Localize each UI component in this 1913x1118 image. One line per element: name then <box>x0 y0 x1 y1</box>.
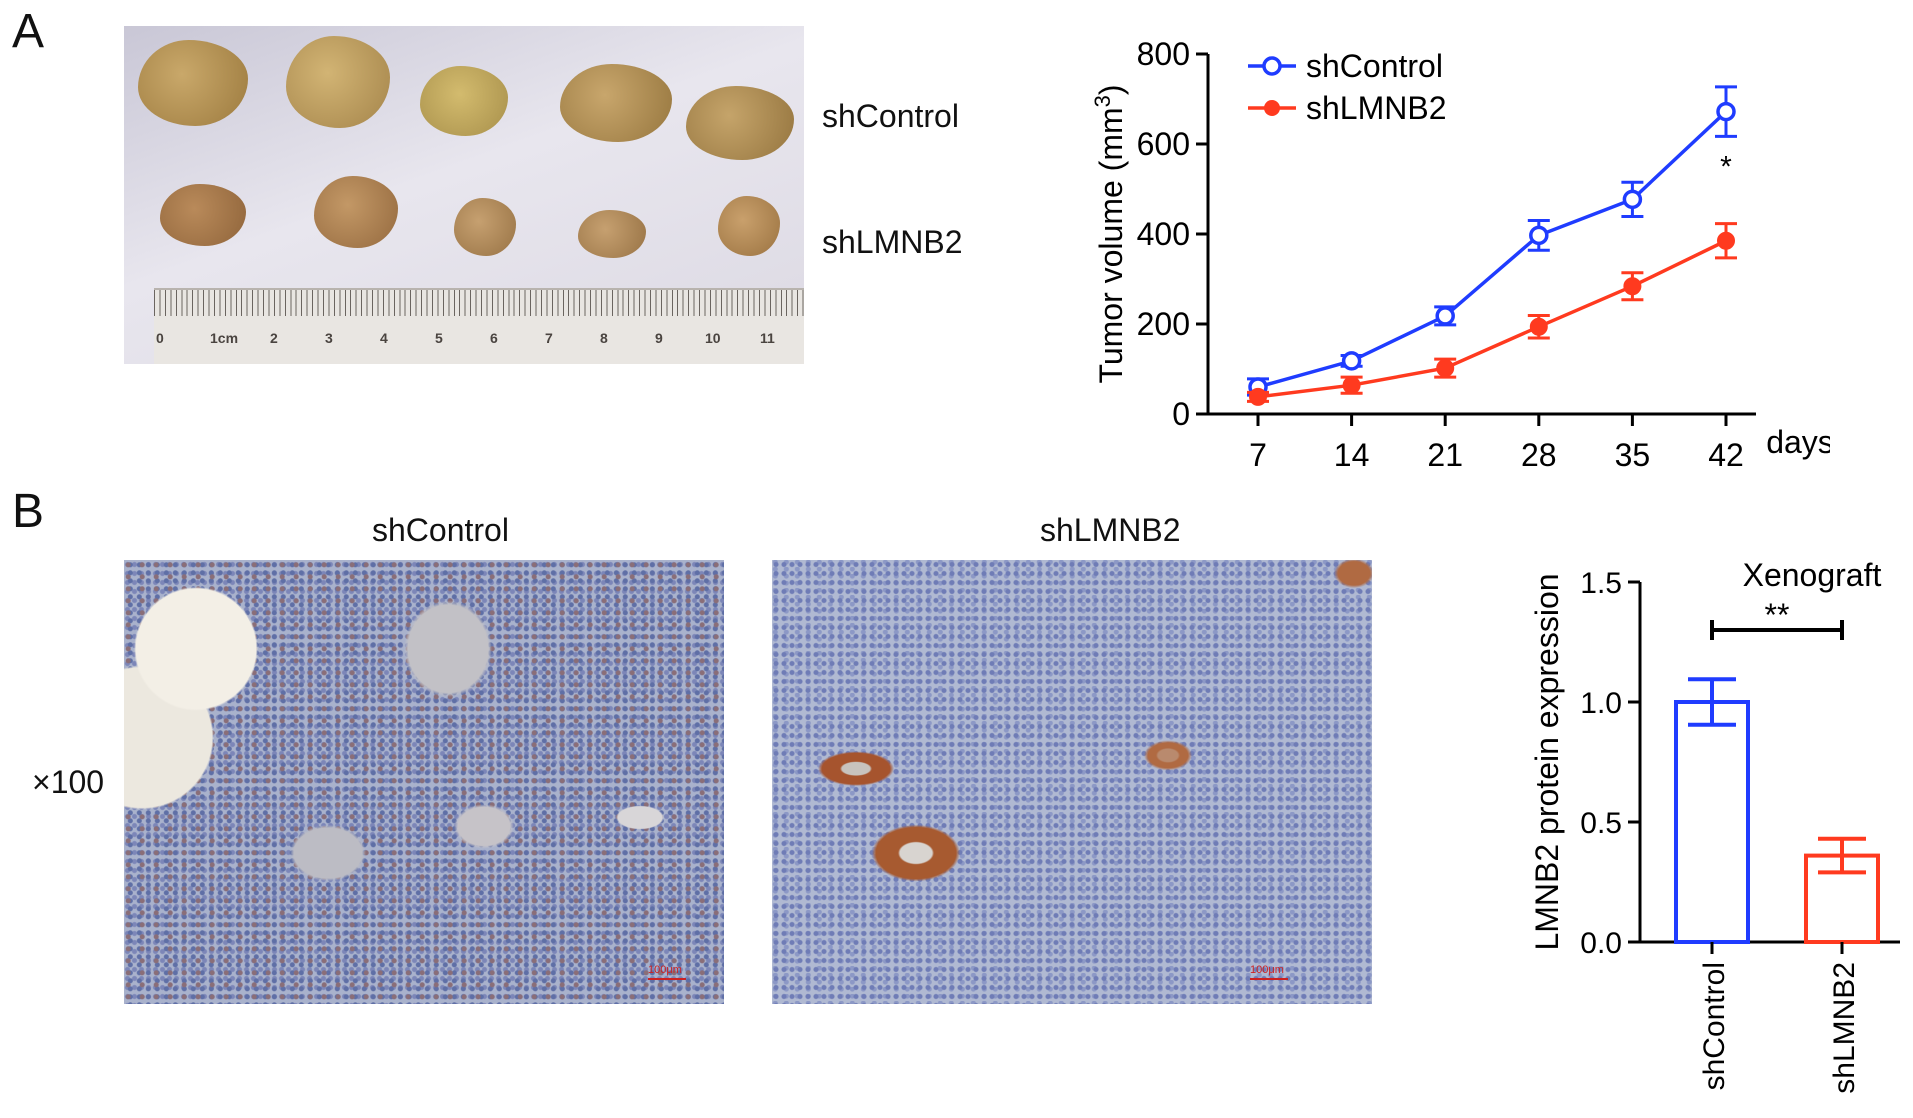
lmnb2-expression-chart: Xenograft LMNB2 protein expression 0.0 0.… <box>1529 557 1900 1094</box>
y-tick-label: 400 <box>1137 216 1190 252</box>
data-point <box>1529 225 1549 246</box>
y-tick-label: 800 <box>1137 36 1190 72</box>
scale-bar: 100μm <box>648 964 686 980</box>
micrograph-title-shlmnb2: shLMNB2 <box>1040 512 1181 548</box>
ruler-label: 4 <box>380 330 388 346</box>
x-category-label: shControl <box>1698 962 1731 1090</box>
bar <box>1674 700 1750 944</box>
panel-letter-a: A <box>12 5 45 58</box>
y-tick-label: 200 <box>1137 306 1190 342</box>
micrograph-title-shcontrol: shControl <box>372 512 509 548</box>
ruler: 0 1cm 2 3 4 5 6 7 8 9 10 11 <box>154 288 804 364</box>
ruler-label: 3 <box>325 330 333 346</box>
magnification-label: ×100 <box>32 764 105 800</box>
ruler-label: 9 <box>655 330 663 346</box>
y-tick-label: 0.0 <box>1580 927 1622 960</box>
data-point <box>1249 387 1267 406</box>
y-axis-label: LMNB2 protein expression <box>1529 573 1565 950</box>
ruler-label: 5 <box>435 330 443 346</box>
tumor-volume-chart: 0 200 400 600 800 7 14 21 28 35 42 days Tumor vol… <box>1090 36 1831 473</box>
x-tick-label: 28 <box>1521 437 1557 473</box>
significance-stars: ** <box>1765 597 1790 633</box>
y-tick-label: 1.5 <box>1580 567 1622 600</box>
x-tick-label: 35 <box>1615 437 1651 473</box>
data-point <box>1341 351 1362 371</box>
row-label-shcontrol: shControl <box>822 98 959 134</box>
row-label-shlmnb2: shLMNB2 <box>822 224 963 260</box>
series-line <box>1257 239 1727 399</box>
ruler-label: 8 <box>600 330 608 346</box>
x-tick-label: 21 <box>1427 437 1463 473</box>
x-unit-label: days <box>1766 424 1830 460</box>
legend-label: shLMNB2 <box>1306 90 1447 126</box>
series-line <box>1257 110 1728 389</box>
data-point <box>1436 359 1455 378</box>
x-tick-label: 42 <box>1708 437 1744 473</box>
panel-letter-b: B <box>12 485 45 538</box>
micrograph-shlmnb2: 100μm <box>772 560 1372 1004</box>
micrograph-shcontrol: 100μm <box>124 560 724 1004</box>
x-category-label: shLMNB2 <box>1828 962 1861 1094</box>
ruler-label: 11 <box>760 330 775 346</box>
y-tick-label: 0.5 <box>1580 807 1622 840</box>
ruler-label: 6 <box>490 330 498 346</box>
x-tick-label: 14 <box>1334 437 1370 473</box>
tumor-photograph: 0 1cm 2 3 4 5 6 7 8 9 10 11 <box>124 26 804 364</box>
legend-marker <box>1264 100 1280 116</box>
significance-star: * <box>1720 150 1732 183</box>
y-axis-label: Tumor volume (mm3) <box>1090 84 1130 383</box>
ruler-label: 7 <box>545 330 553 346</box>
legend-label: shControl <box>1306 48 1443 84</box>
ruler-label: 2 <box>270 330 278 346</box>
data-point <box>1342 376 1361 395</box>
data-point <box>1623 277 1642 296</box>
scale-bar: 100μm <box>1250 964 1288 980</box>
ruler-label: 0 <box>156 330 164 346</box>
y-tick-label: 600 <box>1137 126 1190 162</box>
y-tick-label: 1.0 <box>1580 687 1622 720</box>
data-point <box>1529 317 1548 336</box>
ruler-label: 10 <box>705 330 721 346</box>
data-point <box>1716 101 1736 122</box>
x-tick-label: 7 <box>1249 437 1267 473</box>
data-point <box>1717 231 1735 250</box>
ruler-label: 1cm <box>210 330 239 346</box>
chart-title: Xenograft <box>1743 557 1882 593</box>
y-tick-label: 0 <box>1172 396 1190 432</box>
legend-marker <box>1262 56 1282 76</box>
data-point <box>1435 306 1455 326</box>
data-point <box>1622 189 1643 210</box>
